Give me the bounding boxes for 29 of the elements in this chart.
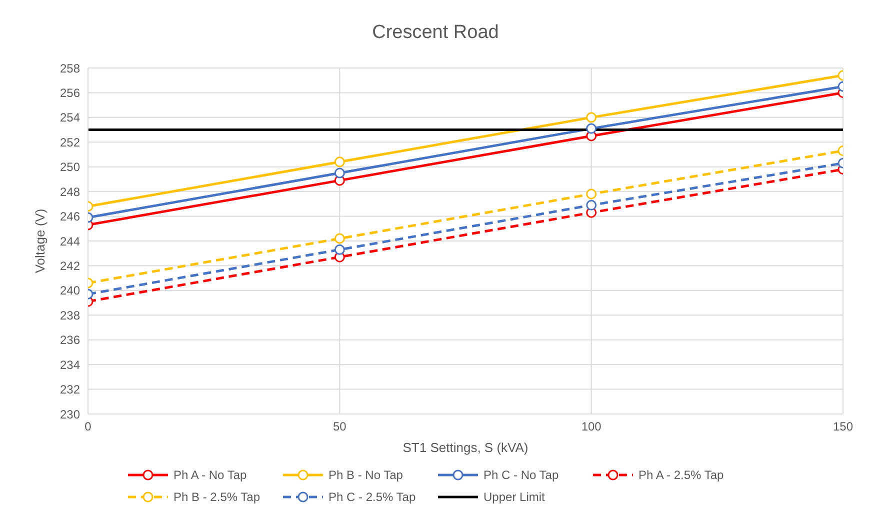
y-tick-label: 242 [60,258,80,273]
y-tick-label: 244 [60,234,80,248]
y-tick-label: 256 [60,86,80,100]
y-tick-label: 234 [60,358,80,372]
y-tick-label: 250 [60,160,80,174]
legend-label: Ph A - 2.5% Tap [638,468,724,482]
legend-label: Ph A - No Tap [174,468,247,482]
y-tick-label: 252 [60,135,80,150]
x-tick-label: 150 [832,420,854,434]
y-tick-label: 232 [60,382,80,397]
y-tick-label: 236 [60,333,80,348]
legend-label: Ph C - No Tap [484,468,559,482]
x-tick-label: 50 [332,420,347,434]
y-tick-label: 254 [60,110,80,125]
legend-label: Ph C - 2.5% Tap [328,490,416,504]
x-tick-label: 0 [84,420,92,434]
legend-label: Upper Limit [484,490,545,504]
x-tick-label: 100 [581,420,602,434]
y-tick-label: 238 [60,308,80,322]
y-tick-label: 240 [60,284,80,298]
x-axis-title: ST1 Settings, S (kVA) [402,440,528,455]
legend-label: Ph B - No Tap [328,468,403,482]
y-tick-label: 248 [60,184,80,199]
legend-label: Ph B - 2.5% Tap [174,490,260,504]
chart-title: Crescent Road [371,21,500,45]
y-tick-label: 258 [60,61,80,76]
y-axis-title: Voltage (V) [32,208,48,274]
y-tick-label: 230 [60,407,80,422]
y-tick-label: 246 [60,210,80,224]
